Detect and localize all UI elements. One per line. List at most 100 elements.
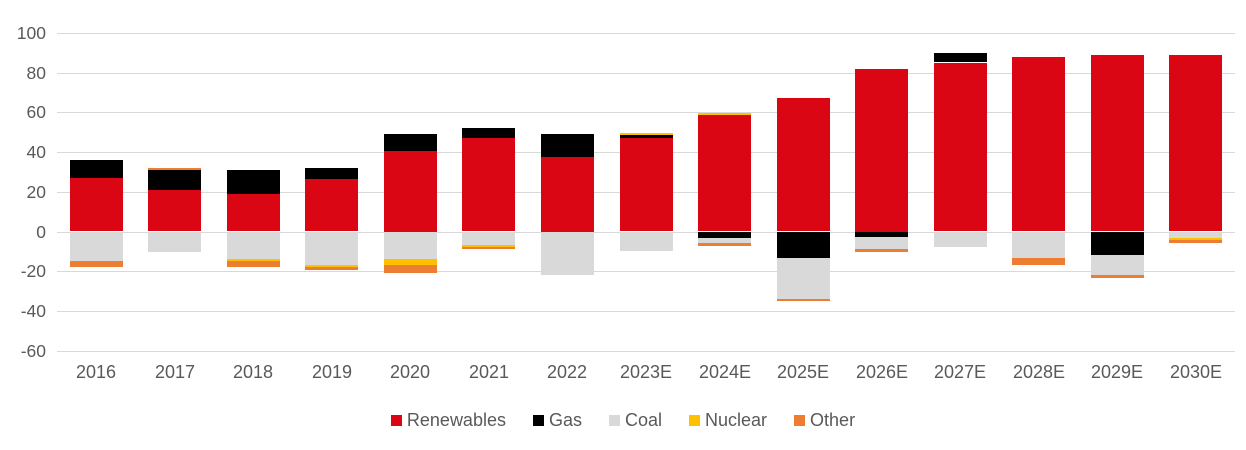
bar-segment-renewables-2022 xyxy=(541,157,594,232)
gridline-100 xyxy=(57,33,1235,34)
bar-segment-renewables-2027e xyxy=(934,62,987,232)
y-axis-tick-label-0: 0 xyxy=(36,222,46,242)
bar-segment-coal-2021 xyxy=(462,231,515,246)
legend-swatch-renewables-icon xyxy=(390,415,402,426)
bar-segment-other-2026e xyxy=(855,249,908,253)
x-axis-label-2025e: 2025E xyxy=(776,362,830,382)
legend: Renewables Gas Coal Nuclear Other xyxy=(0,410,1246,431)
x-axis-label-2029e: 2029E xyxy=(1090,362,1144,382)
bar-segment-renewables-2028e xyxy=(1012,56,1065,232)
bar-segment-nuclear-2023e xyxy=(620,133,673,136)
bar-segment-other-2020 xyxy=(384,265,437,274)
legend-label-coal: Coal xyxy=(624,410,663,430)
legend-swatch-gas-icon xyxy=(532,415,544,426)
legend-label-other: Other xyxy=(810,410,856,430)
bar-segment-coal-2018 xyxy=(227,231,280,260)
gridline-80 xyxy=(57,73,1235,74)
gridline--60 xyxy=(57,351,1235,352)
legend-item-nuclear: Nuclear xyxy=(689,410,767,431)
bar-segment-gas-2018 xyxy=(227,169,280,194)
bar-segment-gas-2021 xyxy=(462,128,515,138)
bar-segment-other-2030e xyxy=(1169,240,1222,244)
bar-segment-gas-2023e xyxy=(620,135,673,139)
x-axis-label-2022: 2022 xyxy=(546,362,588,382)
bar-segment-renewables-2026e xyxy=(855,68,908,232)
bar-segment-gas-2024e xyxy=(698,231,751,238)
bar-segment-coal-2024e xyxy=(698,237,751,244)
bar-segment-gas-2016 xyxy=(70,159,123,178)
bar-segment-renewables-2021 xyxy=(462,138,515,232)
legend-item-gas: Gas xyxy=(532,410,582,431)
y-axis-tick-label-80: 80 xyxy=(26,63,46,83)
x-axis-label-2027e: 2027E xyxy=(933,362,987,382)
bar-segment-coal-2016 xyxy=(70,231,123,262)
bar-segment-renewables-2016 xyxy=(70,177,123,232)
bar-segment-renewables-2020 xyxy=(384,151,437,232)
bar-segment-coal-2028e xyxy=(1012,231,1065,259)
bar-segment-other-2024e xyxy=(698,243,751,247)
legend-swatch-nuclear-icon xyxy=(689,415,701,426)
bar-segment-other-2025e xyxy=(777,299,830,302)
y-axis-tick-label--40: -40 xyxy=(20,301,46,321)
bar-segment-renewables-2024e xyxy=(698,115,751,232)
y-axis-tick-label-60: 60 xyxy=(26,102,46,122)
x-axis-label-2016: 2016 xyxy=(75,362,117,382)
bar-segment-coal-2026e xyxy=(855,236,908,250)
legend-swatch-coal-icon xyxy=(608,415,620,426)
bar-segment-renewables-2019 xyxy=(305,178,358,232)
legend-item-renewables: Renewables xyxy=(390,410,506,431)
legend-label-nuclear: Nuclear xyxy=(705,410,768,430)
bar-segment-renewables-2029e xyxy=(1091,54,1144,232)
bar-segment-coal-2030e xyxy=(1169,231,1222,238)
bar-segment-gas-2025e xyxy=(777,231,830,259)
legend-swatch-other-icon xyxy=(794,415,806,426)
bar-segment-coal-2029e xyxy=(1091,255,1144,276)
bar-segment-gas-2026e xyxy=(855,231,908,237)
gridline--20 xyxy=(57,271,1235,272)
x-axis-label-2026e: 2026E xyxy=(855,362,909,382)
bar-segment-other-2019 xyxy=(305,267,358,271)
y-axis-tick-label--20: -20 xyxy=(20,261,46,281)
bar-segment-coal-2020 xyxy=(384,231,437,260)
bar-segment-other-2016 xyxy=(70,261,123,268)
y-axis-tick-label--60: -60 xyxy=(20,341,46,361)
bar-segment-other-2017 xyxy=(148,167,201,170)
bar-segment-other-2018 xyxy=(227,261,280,268)
gridline--40 xyxy=(57,311,1235,312)
x-axis-label-2017: 2017 xyxy=(154,362,196,382)
x-axis-label-2028e: 2028E xyxy=(1012,362,1066,382)
legend-label-gas: Gas xyxy=(548,410,582,430)
bar-segment-coal-2025e xyxy=(777,258,830,299)
x-axis-label-2019: 2019 xyxy=(311,362,353,382)
legend-label-renewables: Renewables xyxy=(406,410,506,430)
x-axis-label-2018: 2018 xyxy=(232,362,274,382)
bar-segment-gas-2019 xyxy=(305,167,358,179)
bar-segment-renewables-2025e xyxy=(777,98,830,232)
bar-segment-nuclear-2024e xyxy=(698,113,751,116)
y-axis-tick-label-40: 40 xyxy=(26,142,46,162)
bar-segment-coal-2023e xyxy=(620,231,673,252)
bar-segment-gas-2020 xyxy=(384,134,437,151)
bar-segment-renewables-2017 xyxy=(148,189,201,232)
bar-segment-other-2029e xyxy=(1091,275,1144,279)
x-axis-label-2023e: 2023E xyxy=(619,362,673,382)
bar-segment-nuclear-2019 xyxy=(305,265,358,268)
bar-segment-renewables-2023e xyxy=(620,138,673,232)
x-axis-label-2030e: 2030E xyxy=(1169,362,1223,382)
bar-segment-coal-2022 xyxy=(541,231,594,276)
bar-segment-coal-2017 xyxy=(148,231,201,253)
bar-segment-coal-2019 xyxy=(305,231,358,266)
bar-segment-gas-2017 xyxy=(148,169,201,190)
legend-item-coal: Coal xyxy=(608,410,663,431)
bar-segment-other-2021 xyxy=(462,247,515,250)
y-axis-tick-label-100: 100 xyxy=(16,23,46,43)
bar-segment-gas-2029e xyxy=(1091,231,1144,256)
y-axis-tick-label-20: 20 xyxy=(26,182,46,202)
x-axis-label-2020: 2020 xyxy=(389,362,431,382)
bar-segment-coal-2027e xyxy=(934,231,987,248)
bar-segment-nuclear-2030e xyxy=(1169,237,1222,241)
bar-segment-gas-2027e xyxy=(934,52,987,63)
x-axis-label-2024e: 2024E xyxy=(698,362,752,382)
gridline-60 xyxy=(57,112,1235,113)
